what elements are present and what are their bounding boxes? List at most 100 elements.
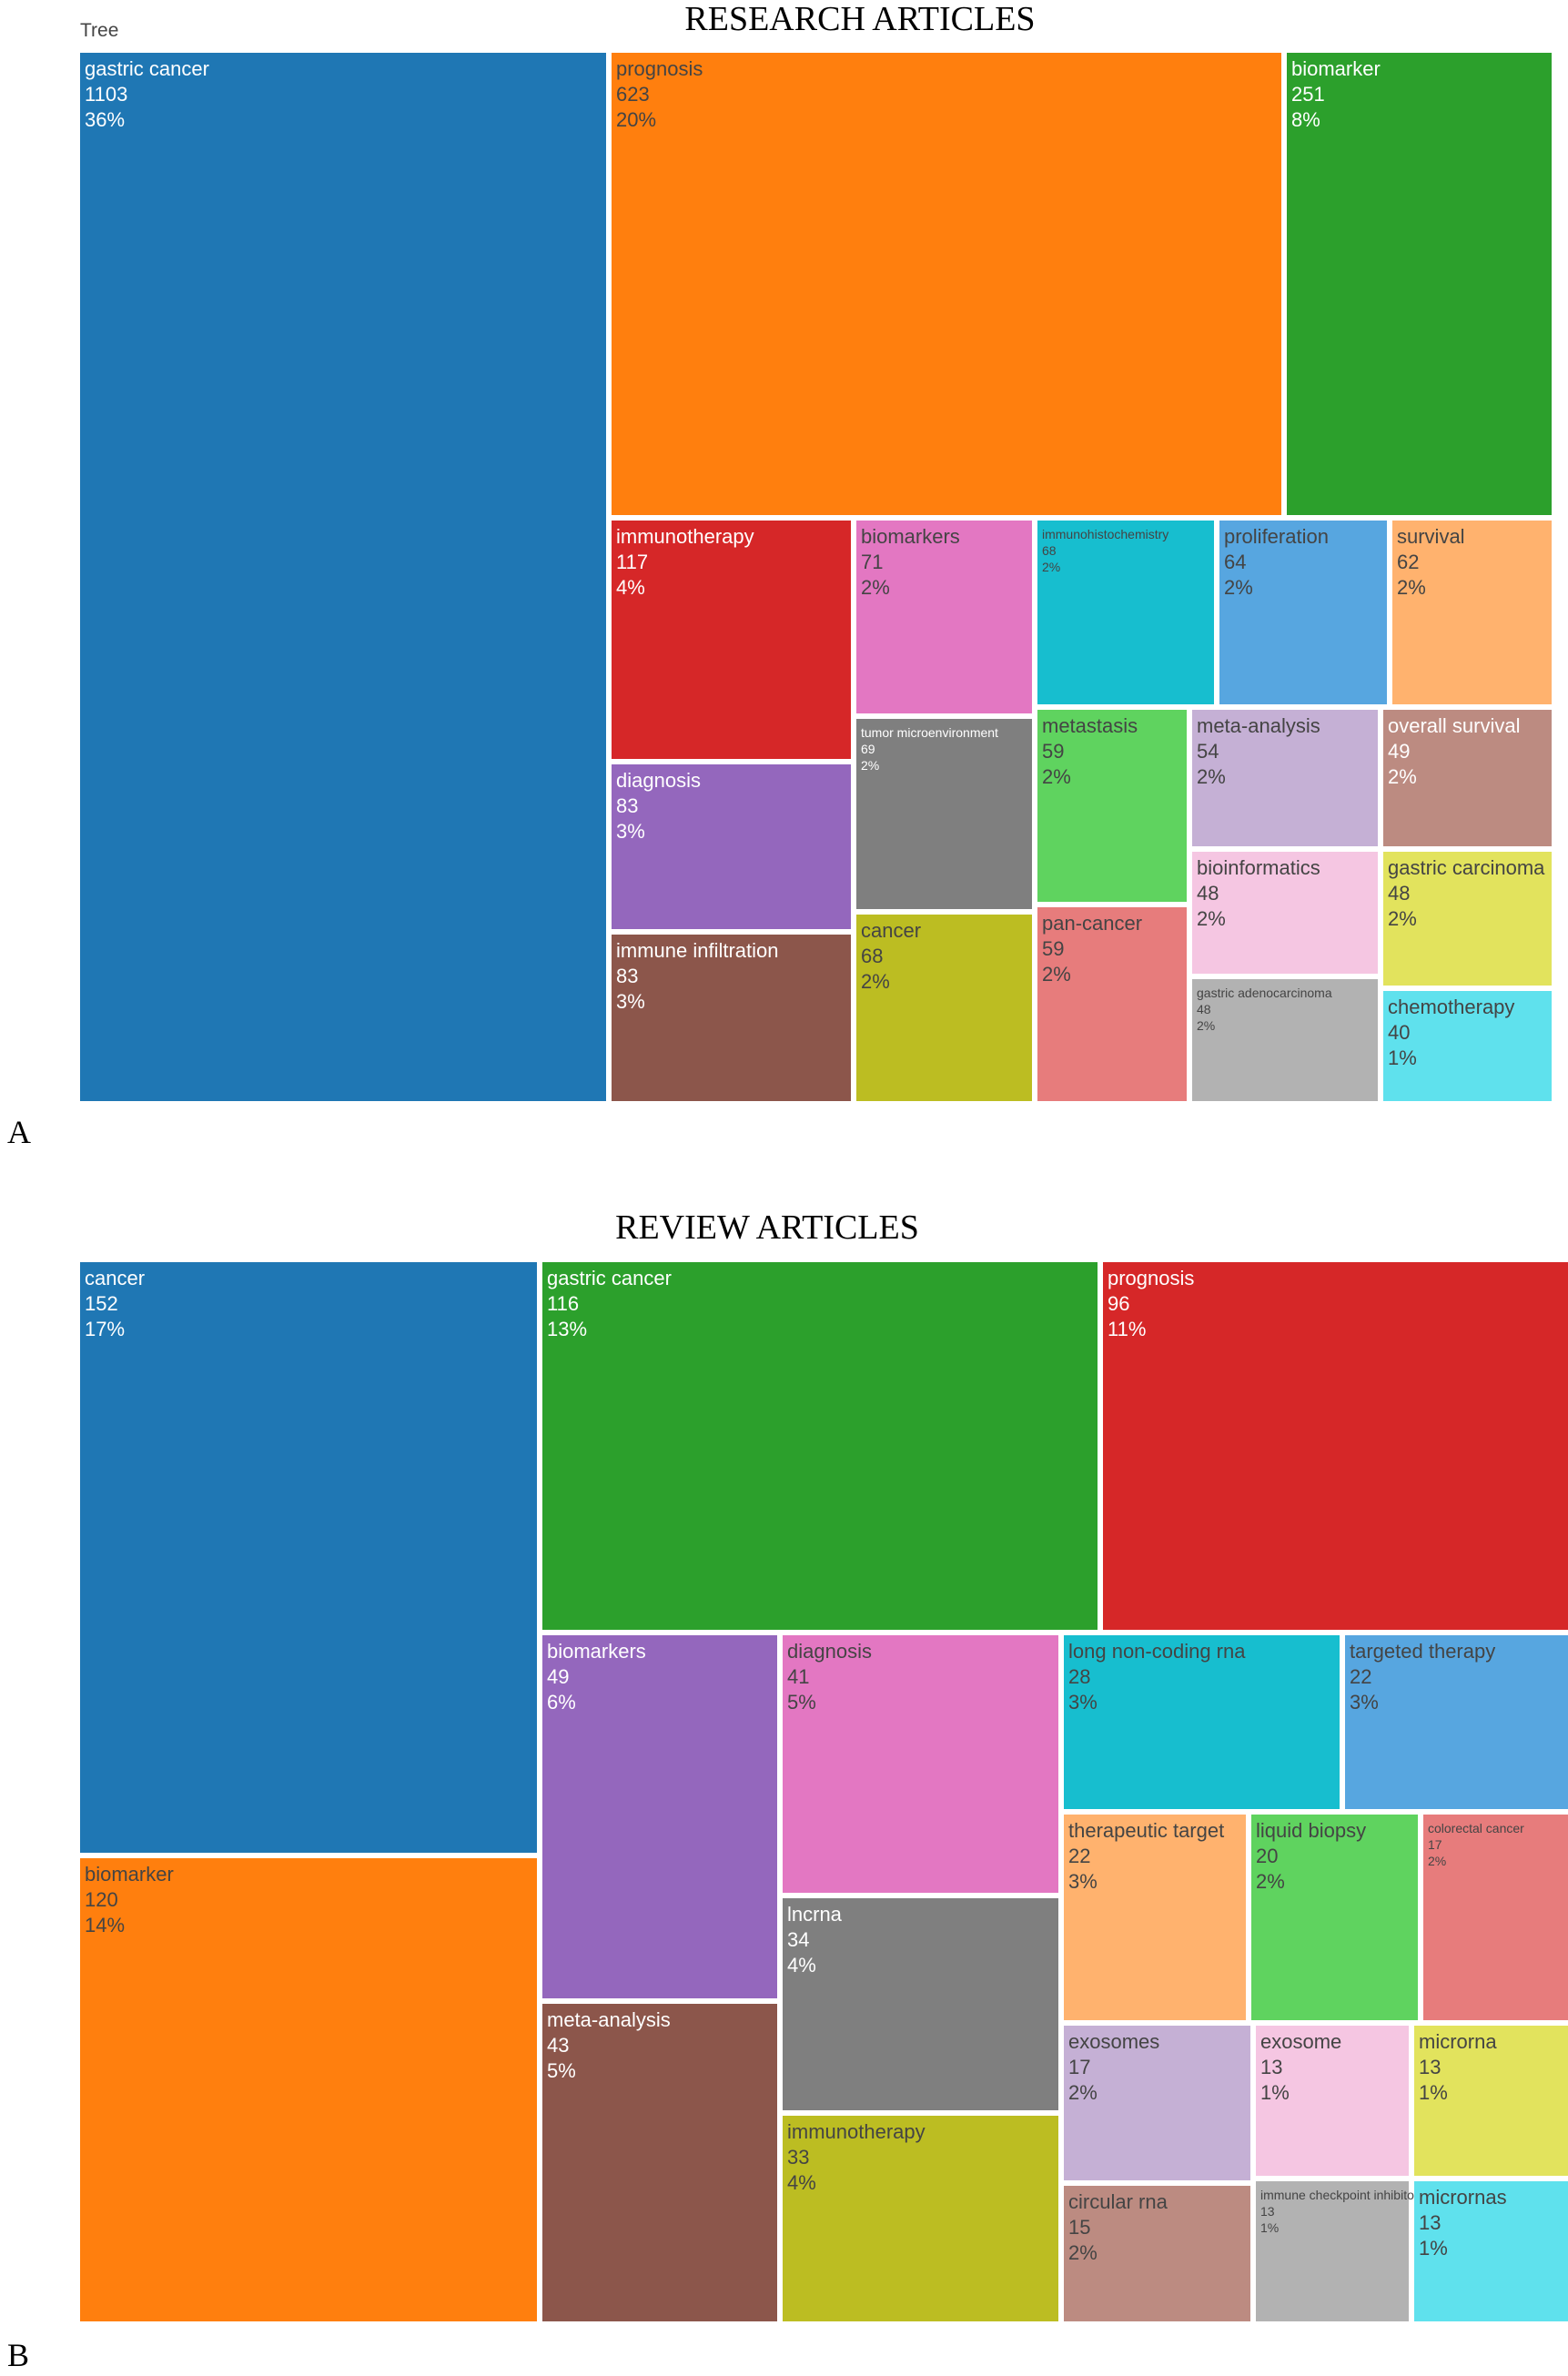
tile-chemotherapy [1383, 991, 1552, 1101]
tile-label-targeted-therapy: targeted therapy [1350, 1640, 1495, 1663]
tile-value-colorectal-cancer: 17 [1428, 1837, 1442, 1852]
tile-value-gastric-cancer: 1103 [85, 83, 127, 106]
tile-value-prognosis: 96 [1108, 1292, 1129, 1315]
tile-value-long-non-coding-rna: 28 [1068, 1665, 1090, 1688]
tile-gastric-carcinoma [1383, 852, 1552, 986]
tile-label-cancer: cancer [861, 919, 921, 942]
tile-label-immunohistochemistry: immunohistochemistry [1042, 527, 1168, 541]
tile-therapeutic-target [1064, 1815, 1246, 2020]
panel-b-treemap: cancer 152 17% gastric cancer 116 13% prognosi… [80, 1262, 1568, 2321]
tile-value-bioinformatics: 48 [1197, 882, 1219, 905]
tile-percent-long-non-coding-rna: 3% [1068, 1691, 1098, 1714]
tile-label-exosome: exosome [1260, 2030, 1341, 2053]
panel-b-letter: B [7, 2337, 29, 2373]
tile-percent-cancer: 17% [85, 1318, 125, 1340]
tile-percent-exosomes: 2% [1068, 2081, 1098, 2104]
tile-label-meta-analysis: meta-analysis [547, 2008, 671, 2031]
tile-value-circular-rna: 15 [1068, 2216, 1090, 2239]
tile-label-proliferation: proliferation [1224, 525, 1329, 548]
tile-percent-lncrna: 4% [787, 1954, 816, 1977]
tile-percent-biomarkers: 2% [861, 576, 890, 599]
tile-immunotherapy [612, 521, 851, 759]
tile-tumor-microenvironment [856, 719, 1032, 909]
tile-label-gastric-adenocarcinoma: gastric adenocarcinoma [1197, 986, 1332, 1000]
tile-label-therapeutic-target: therapeutic target [1068, 1819, 1224, 1842]
tile-percent-immune-infiltration: 3% [616, 990, 645, 1013]
tile-biomarker [1287, 53, 1552, 515]
tile-value-diagnosis: 83 [616, 794, 638, 817]
tile-label-immunotherapy: immunotherapy [616, 525, 754, 548]
tile-percent-diagnosis: 3% [616, 820, 645, 843]
tile-percent-diagnosis: 5% [787, 1691, 816, 1714]
tile-percent-therapeutic-target: 3% [1068, 1870, 1098, 1893]
tile-label-overall-survival: overall survival [1388, 714, 1521, 737]
tile-label-chemotherapy: chemotherapy [1388, 996, 1514, 1018]
tile-value-immunotherapy: 117 [616, 551, 648, 573]
tile-percent-pan-cancer: 2% [1042, 963, 1071, 986]
tile-value-cancer: 68 [861, 945, 883, 967]
tile-percent-prognosis: 11% [1108, 1318, 1146, 1340]
tile-percent-proliferation: 2% [1224, 576, 1253, 599]
tile-value-pan-cancer: 59 [1042, 937, 1064, 960]
tile-percent-biomarker: 8% [1291, 108, 1320, 131]
tile-prognosis [612, 53, 1281, 515]
tile-label-survival: survival [1397, 525, 1465, 548]
tile-label-microrna: microrna [1419, 2030, 1497, 2053]
tile-value-gastric-cancer: 116 [547, 1292, 579, 1315]
tile-percent-prognosis: 20% [616, 108, 656, 131]
tile-gastric-cancer [542, 1262, 1098, 1630]
panel-a-letter: A [7, 1114, 31, 1150]
tile-percent-tumor-microenvironment: 2% [861, 758, 879, 773]
tile-exosomes [1064, 2026, 1250, 2180]
tile-pan-cancer [1037, 907, 1187, 1101]
tile-label-biomarker: biomarker [85, 1863, 174, 1886]
tile-label-colorectal-cancer: colorectal cancer [1428, 1821, 1524, 1835]
tile-percent-cancer: 2% [861, 970, 890, 993]
tile-percent-biomarker: 14% [85, 1914, 125, 1936]
tile-biomarker [80, 1858, 537, 2321]
tile-prognosis [1103, 1262, 1568, 1630]
tile-colorectal-cancer [1423, 1815, 1568, 2020]
tile-value-survival: 62 [1397, 551, 1419, 573]
tile-label-exosomes: exosomes [1068, 2030, 1159, 2053]
tile-value-prognosis: 623 [616, 83, 650, 106]
tile-biomarkers [542, 1635, 777, 1998]
tile-cancer [80, 1262, 537, 1853]
tile-value-chemotherapy: 40 [1388, 1021, 1410, 1044]
tile-immunotherapy [783, 2116, 1058, 2321]
tile-overall-survival [1383, 710, 1552, 846]
tile-value-meta-analysis: 43 [547, 2034, 569, 2057]
tile-percent-immunohistochemistry: 2% [1042, 560, 1060, 574]
tile-value-liquid-biopsy: 20 [1256, 1845, 1278, 1867]
tile-percent-meta-analysis: 5% [547, 2059, 576, 2082]
tile-label-circular-rna: circular rna [1068, 2190, 1168, 2213]
tile-meta-analysis [542, 2004, 777, 2321]
tile-value-metastasis: 59 [1042, 740, 1064, 763]
tile-survival [1392, 521, 1552, 704]
tile-percent-metastasis: 2% [1042, 765, 1071, 788]
tile-percent-gastric-carcinoma: 2% [1388, 907, 1417, 930]
tile-meta-analysis [1192, 710, 1378, 846]
tile-microrna [1414, 2026, 1568, 2176]
tile-percent-overall-survival: 2% [1388, 765, 1417, 788]
tile-percent-micrornas: 1% [1419, 2237, 1448, 2260]
tile-targeted-therapy [1345, 1635, 1568, 1809]
tile-percent-immunotherapy: 4% [787, 2171, 816, 2194]
tile-label-pan-cancer: pan-cancer [1042, 912, 1142, 935]
tile-value-gastric-adenocarcinoma: 48 [1197, 1002, 1211, 1016]
tile-value-gastric-carcinoma: 48 [1388, 882, 1410, 905]
tile-value-exosomes: 17 [1068, 2056, 1090, 2078]
tile-value-biomarkers: 71 [861, 551, 883, 573]
tile-percent-biomarkers: 6% [547, 1691, 576, 1714]
tile-value-lncrna: 34 [787, 1928, 809, 1951]
tile-value-biomarker: 251 [1291, 83, 1325, 106]
tile-value-tumor-microenvironment: 69 [861, 742, 875, 756]
tile-diagnosis [612, 764, 851, 929]
tile-percent-targeted-therapy: 3% [1350, 1691, 1379, 1714]
tile-label-long-non-coding-rna: long non-coding rna [1068, 1640, 1246, 1663]
tile-exosome [1256, 2026, 1409, 2176]
tile-label-biomarkers: biomarkers [861, 525, 960, 548]
tile-cancer [856, 915, 1032, 1101]
